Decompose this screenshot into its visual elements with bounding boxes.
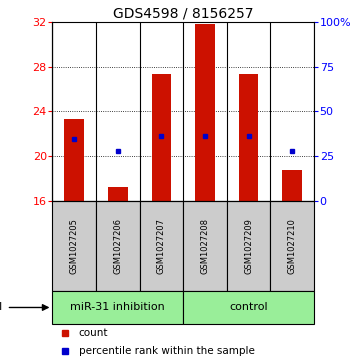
Text: protocol: protocol	[0, 302, 2, 313]
Text: GSM1027210: GSM1027210	[288, 218, 297, 274]
Bar	[183, 201, 227, 291]
Text: GSM1027207: GSM1027207	[157, 218, 166, 274]
Title: GDS4598 / 8156257: GDS4598 / 8156257	[113, 7, 253, 21]
Text: GSM1027206: GSM1027206	[113, 218, 122, 274]
Bar	[152, 74, 171, 201]
Text: GSM1027208: GSM1027208	[200, 218, 209, 274]
Text: miR-31 inhibition: miR-31 inhibition	[70, 302, 165, 313]
Bar	[195, 24, 215, 201]
Text: percentile rank within the sample: percentile rank within the sample	[79, 346, 255, 356]
Bar	[282, 170, 302, 201]
Text: control: control	[229, 302, 268, 313]
Text: count: count	[79, 328, 108, 338]
Bar	[270, 201, 314, 291]
Bar	[96, 201, 140, 291]
Bar	[183, 291, 314, 324]
Bar	[227, 201, 270, 291]
Text: GSM1027205: GSM1027205	[70, 218, 79, 274]
Text: GSM1027209: GSM1027209	[244, 218, 253, 274]
Bar	[140, 201, 183, 291]
Bar	[239, 74, 258, 201]
Bar	[64, 119, 84, 201]
Bar	[108, 187, 127, 201]
Bar	[52, 291, 183, 324]
Bar	[52, 201, 96, 291]
